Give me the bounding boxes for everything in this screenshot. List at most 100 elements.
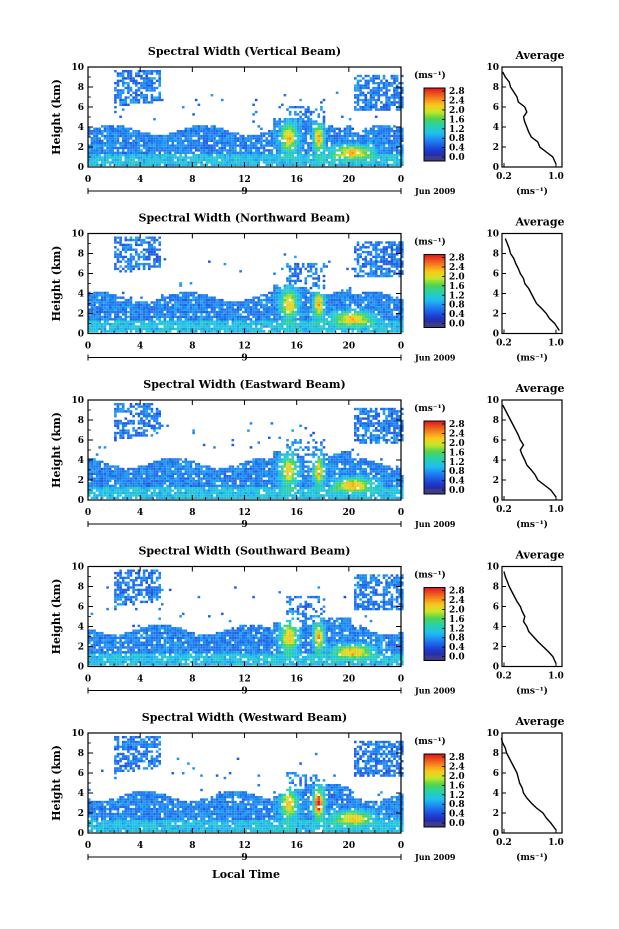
field-cell [382,108,386,111]
field-cell [197,310,201,314]
field-cell [197,308,201,311]
field-cell [108,327,112,331]
field-cell [142,308,146,311]
colorbar-segment [424,314,445,317]
field-cell [106,306,109,309]
field-cell [127,139,130,142]
colorbar-segment [424,128,445,131]
field-cell [129,322,133,326]
field-cell [388,330,391,333]
field-cell [202,146,206,150]
field-cell [210,144,214,147]
field-cell [294,298,297,302]
field-cell [398,101,401,104]
field-cell [369,163,373,166]
field-cell [372,306,375,309]
field-cell [395,243,399,247]
field-cell [247,144,250,147]
field-cell [359,274,362,278]
field-cell [135,142,138,145]
field-cell [142,310,146,314]
field-cell [374,294,378,297]
field-cell [228,325,232,328]
field-cell [385,103,388,106]
field-cell [108,296,112,299]
field-cell [137,89,141,92]
field-cell [388,101,391,104]
field-cell [270,327,274,331]
field-cell [395,253,399,256]
field-cell [103,298,107,302]
field-cell [200,161,203,164]
field-cell [374,241,378,244]
field-cell [124,248,128,251]
field-cell [275,146,279,150]
field-cell [262,303,266,307]
field-cell [380,89,383,92]
field-cell [314,306,318,309]
field-cell [114,403,117,406]
field-cell [356,146,360,150]
field-cell [150,163,154,166]
field-cell [270,330,274,333]
field-cell [398,274,401,278]
field-cell [322,144,326,147]
field-cell [260,127,263,130]
field-cell [155,327,159,331]
field-cell [236,132,240,135]
field-cell [401,246,404,249]
field-cell [101,296,104,299]
field-cell [181,144,185,147]
field-cell [356,84,360,87]
field-cell [127,89,130,92]
field-cell [304,267,308,271]
field-cell [158,241,161,244]
field-cell [299,294,302,297]
field-cell [301,120,305,123]
field-cell [354,96,357,99]
field-cell [291,120,294,123]
colorbar-segment [424,264,445,267]
field-cell [304,137,308,140]
field-cell [181,130,185,133]
field-cell [194,149,198,152]
field-cell [312,306,315,309]
field-cell [341,330,344,333]
field-cell [395,262,399,266]
field-cell [314,108,318,111]
field-cell [158,265,161,268]
field-cell [153,327,156,331]
field-cell [111,156,115,159]
field-cell [288,106,292,109]
field-cell [228,146,232,150]
field-cell [121,144,125,147]
field-cell [189,282,193,285]
field-cell [299,315,302,319]
field-cell [286,137,289,140]
field-cell [205,322,208,326]
field-cell [367,253,370,256]
field-cell [304,327,308,331]
field-cell [268,308,271,311]
field-cell [385,125,388,128]
field-cell [301,127,305,130]
field-cell [296,142,300,145]
field-cell [218,149,221,152]
field-cell [150,318,154,321]
field-cell [377,296,381,299]
field-cell [367,308,370,311]
field-cell [98,137,101,140]
field-cell [299,120,302,123]
field-cell [388,322,391,326]
field-cell [158,79,161,82]
field-cell [95,470,99,473]
field-cell [187,294,190,297]
field-cell [210,310,214,314]
field-cell [359,325,362,328]
field-cell [380,294,383,297]
field-cell [265,161,268,164]
field-cell [189,322,193,326]
field-cell [299,125,302,128]
field-cell [361,130,365,133]
field-cell [111,489,115,492]
